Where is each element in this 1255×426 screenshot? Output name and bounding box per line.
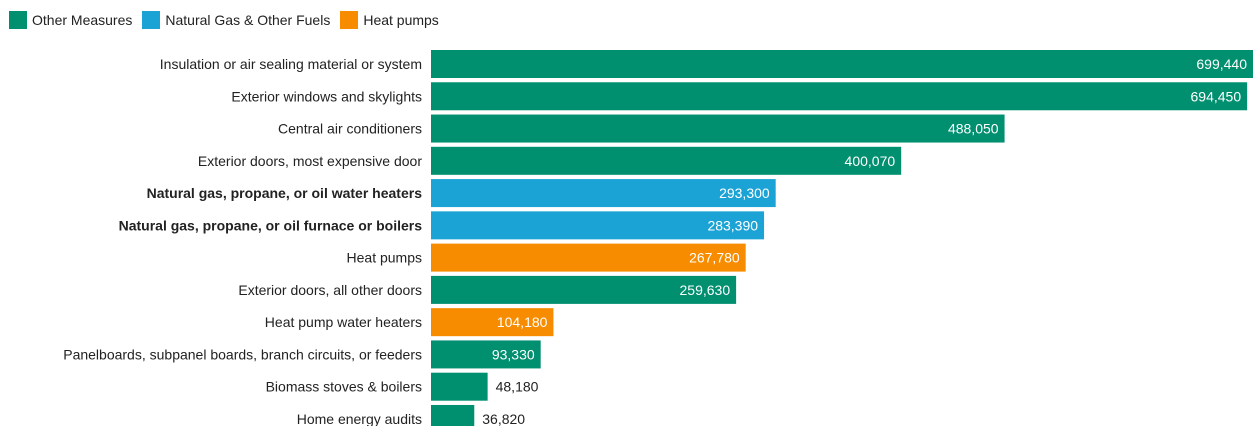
- value-label-home-energy-audits: 36,820: [482, 411, 525, 426]
- value-label-natural-gas-propane-or-oil-water-heaters: 293,300: [719, 185, 770, 201]
- category-label-home-energy-audits: Home energy audits: [297, 411, 422, 426]
- bar-insulation-or-air-sealing-material-or-system: [431, 50, 1253, 78]
- legend-swatch-natural-gas: [142, 11, 161, 29]
- value-label-insulation-or-air-sealing-material-or-system: 699,440: [1196, 56, 1247, 72]
- category-label-biomass-stoves-boilers: Biomass stoves & boilers: [266, 379, 422, 395]
- bar-heat-pump-water-heaters: [431, 308, 554, 337]
- legend-swatch-heat-pumps: [340, 11, 359, 29]
- category-label-insulation-or-air-sealing-material-or-system: Insulation or air sealing material or sy…: [160, 56, 422, 72]
- value-label-central-air-conditioners: 488,050: [948, 121, 999, 137]
- legend-swatch-other-measures: [9, 11, 27, 29]
- value-label-panelboards-subpanel-boards-branch-circuits-or-feeders: 93,330: [492, 346, 535, 362]
- legend-item-natural-gas: Natural Gas & Other Fuels: [142, 10, 330, 30]
- bar-home-energy-audits: [431, 404, 475, 426]
- category-label-heat-pump-water-heaters: Heat pump water heaters: [265, 314, 422, 330]
- category-label-exterior-doors-most-expensive-door: Exterior doors, most expensive door: [198, 153, 422, 169]
- bar-exterior-doors-most-expensive-door: [431, 146, 902, 175]
- value-label-exterior-doors-most-expensive-door: 400,070: [845, 153, 896, 169]
- legend-label-other-measures: Other Measures: [32, 12, 133, 28]
- legend-label-natural-gas: Natural Gas & Other Fuels: [165, 12, 331, 28]
- value-label-heat-pump-water-heaters: 104,180: [497, 314, 548, 330]
- legend-label-heat-pumps: Heat pumps: [363, 12, 439, 28]
- bar-heat-pumps: [431, 243, 746, 272]
- category-label-natural-gas-propane-or-oil-furnace-or-boilers: Natural gas, propane, or oil furnace or …: [119, 217, 423, 233]
- value-label-heat-pumps: 267,780: [689, 250, 740, 266]
- category-label-panelboards-subpanel-boards-branch-circuits-or-feeders: Panelboards, subpanel boards, branch cir…: [63, 346, 422, 362]
- bar-exterior-windows-and-skylights: [431, 82, 1248, 111]
- category-label-heat-pumps: Heat pumps: [347, 250, 422, 266]
- chart-legend: Other Measures Natural Gas & Other Fuels…: [9, 10, 449, 30]
- value-label-exterior-doors-all-other-doors: 259,630: [680, 282, 731, 298]
- bar-natural-gas-propane-or-oil-furnace-or-boilers: [431, 211, 765, 240]
- bar-natural-gas-propane-or-oil-water-heaters: [431, 179, 776, 208]
- category-label-central-air-conditioners: Central air conditioners: [278, 121, 422, 137]
- value-label-biomass-stoves-boilers: 48,180: [496, 379, 539, 395]
- category-label-exterior-windows-and-skylights: Exterior windows and skylights: [231, 88, 422, 104]
- bar-exterior-doors-all-other-doors: [431, 275, 737, 304]
- category-label-exterior-doors-all-other-doors: Exterior doors, all other doors: [238, 282, 422, 298]
- bar-panelboards-subpanel-boards-branch-circuits-or-feeders: [431, 340, 541, 369]
- bar-biomass-stoves-boilers: [431, 372, 488, 401]
- bar-central-air-conditioners: [431, 114, 1005, 143]
- legend-item-other-measures: Other Measures: [9, 10, 132, 30]
- legend-item-heat-pumps: Heat pumps: [340, 10, 439, 30]
- category-label-natural-gas-propane-or-oil-water-heaters: Natural gas, propane, or oil water heate…: [147, 185, 423, 201]
- value-label-natural-gas-propane-or-oil-furnace-or-boilers: 283,390: [707, 217, 758, 233]
- value-label-exterior-windows-and-skylights: 694,450: [1191, 88, 1242, 104]
